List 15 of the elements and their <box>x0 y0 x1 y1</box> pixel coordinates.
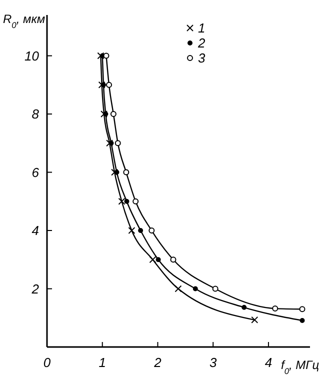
legend-label: 3 <box>198 50 206 66</box>
y-tick-label: 8 <box>32 106 40 122</box>
x-tick-label: 2 <box>153 355 162 370</box>
y-tick-label: 10 <box>24 48 40 64</box>
y-axis-title: R$_{0}$, мкм <box>3 12 46 30</box>
legend-label: 2 <box>197 36 206 51</box>
legend-label: 1 <box>198 20 206 36</box>
x-axis-title: f$_{0}$, МГц <box>281 358 320 376</box>
x-tick-label: 4 <box>264 355 272 370</box>
y-tick-label: 2 <box>30 281 40 296</box>
x-tick-label: 3 <box>209 355 218 370</box>
y-tick-label: 6 <box>32 164 40 180</box>
y-tick-label: 4 <box>32 223 39 238</box>
x-tick-label: 0 <box>43 355 52 370</box>
x-tick-label: 1 <box>98 355 106 370</box>
